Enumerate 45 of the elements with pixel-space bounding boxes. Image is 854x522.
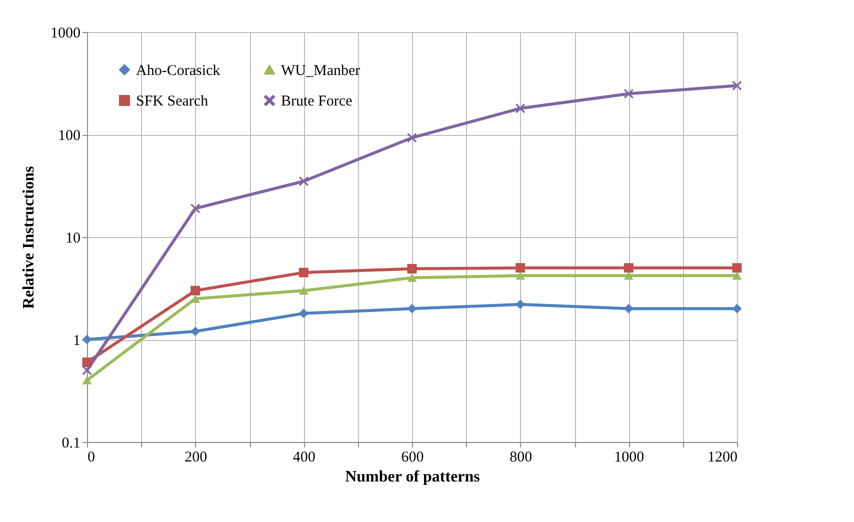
point [190, 286, 200, 296]
point [407, 304, 417, 314]
x-tick-label: 400 [292, 450, 316, 466]
point [624, 263, 634, 273]
point [82, 334, 92, 344]
x-tick-label: 0 [88, 450, 95, 466]
y-axis-title: Relative Instructions [20, 166, 38, 309]
point [732, 263, 742, 273]
point [732, 80, 742, 90]
point [516, 263, 526, 273]
point [516, 272, 526, 280]
point [732, 272, 742, 280]
point [190, 326, 200, 336]
x-tick-label: 1200 [708, 450, 738, 466]
x-tick-label: 600 [401, 450, 424, 466]
x-axis-title: Number of patterns [345, 468, 480, 486]
y-tick-label: 0.1 [62, 436, 80, 452]
x-tick-label: 800 [510, 450, 532, 466]
point [190, 204, 200, 214]
legend-label: WU_Manber [281, 62, 360, 79]
point [82, 376, 92, 384]
x-tick-label: 1000 [614, 450, 644, 466]
legend-label: SFK Search [136, 94, 209, 110]
point [298, 176, 308, 186]
point [298, 308, 308, 318]
point [516, 300, 526, 310]
point [82, 366, 92, 376]
point [516, 104, 526, 114]
point [624, 88, 634, 98]
point [298, 286, 308, 295]
y-tick-label: 100 [58, 128, 80, 144]
point [732, 304, 742, 314]
legend-label: Brute Force [281, 94, 353, 110]
point [624, 304, 634, 314]
point [407, 264, 417, 274]
point [82, 357, 92, 367]
point [407, 274, 417, 282]
point [624, 272, 634, 280]
x-tick-label: 200 [184, 450, 208, 466]
y-tick-label: 1 [73, 333, 80, 349]
point [298, 268, 308, 278]
y-tick-label: 1000 [50, 26, 80, 42]
y-tick-label: 10 [66, 230, 80, 246]
point [190, 294, 200, 303]
legend-label: Aho-Corasick [136, 62, 221, 79]
